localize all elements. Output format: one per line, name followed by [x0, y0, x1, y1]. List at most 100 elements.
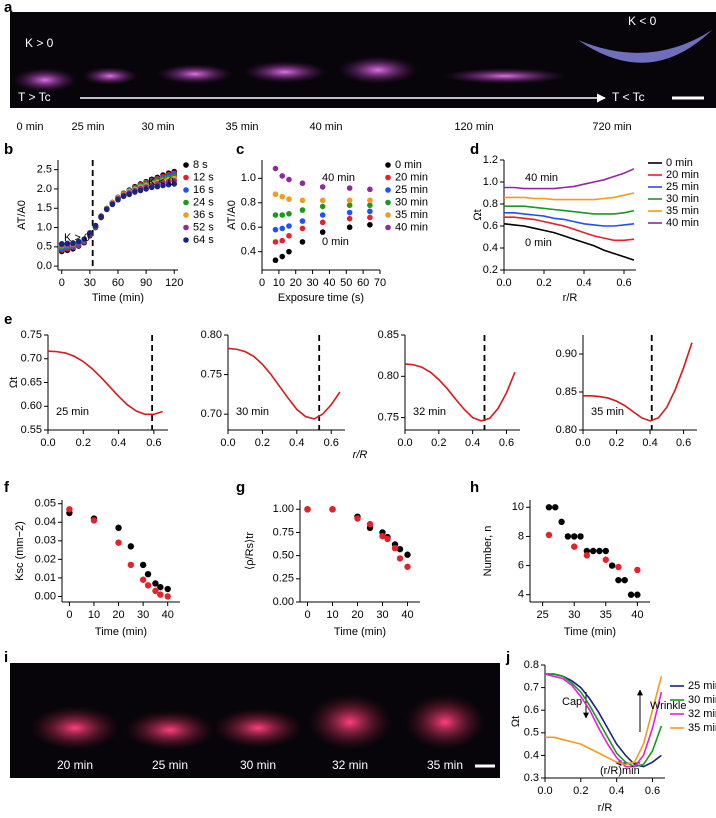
x-tick-label: 40 [162, 609, 174, 621]
point [286, 248, 292, 255]
legend-label: 30 min [666, 193, 699, 205]
time-label: 30 min [240, 758, 276, 772]
point [634, 591, 641, 598]
x-tick-label: 0.2 [609, 437, 624, 449]
panel-label: b [4, 141, 13, 158]
legend-label: 8 s [193, 159, 208, 171]
x-tick-label: 0 [59, 277, 65, 289]
y-axis-label: Ωt [472, 209, 484, 220]
point [299, 197, 306, 204]
drop [338, 56, 418, 84]
y-axis-label: Ωt [8, 377, 20, 388]
annotation: 40 min [525, 172, 558, 184]
x-tick-label: 10 [88, 609, 100, 621]
panel-label: i [4, 649, 8, 666]
line [545, 673, 663, 768]
point [391, 545, 399, 552]
drop [30, 706, 120, 750]
point [75, 238, 82, 245]
point [366, 520, 374, 528]
legend-marker [385, 212, 391, 218]
line [545, 676, 663, 766]
point [608, 562, 616, 569]
legend-label: 35 min [688, 722, 716, 734]
point [545, 531, 553, 539]
point [70, 240, 76, 246]
legend-marker [385, 187, 391, 193]
drop [82, 67, 138, 85]
y-tick-label: 0.2 [483, 264, 498, 276]
point [384, 535, 391, 543]
y-tick-label: 0.4 [241, 246, 256, 258]
annotation: K < 0 [148, 176, 174, 188]
point [564, 533, 572, 540]
legend-marker [183, 187, 189, 193]
line [504, 216, 635, 242]
annotation: K < 0 [628, 14, 657, 28]
x-tick-label: 30 [568, 609, 580, 621]
y-tick-label: 0.0 [37, 260, 52, 272]
y-tick-label: 0.05 [35, 498, 56, 510]
annotation: K > 0 [64, 232, 90, 244]
point [98, 213, 104, 220]
y-tick-label: 0.8 [524, 659, 539, 671]
y-tick-label: 0.75 [21, 329, 42, 341]
legend-label: 0 min [666, 157, 693, 169]
x-tick-label: 0.4 [111, 437, 126, 449]
legend-label: 35 min [395, 209, 428, 221]
point [132, 189, 138, 195]
x-tick-label: 0.0 [40, 437, 55, 449]
point [286, 210, 292, 217]
point [139, 561, 147, 569]
legend-label: 40 min [666, 217, 699, 229]
point [109, 201, 116, 208]
line [404, 363, 516, 422]
x-tick-label: 0.4 [289, 437, 304, 449]
x-tick-label: 0.0 [575, 437, 590, 449]
annotation: T > Tc [18, 90, 51, 104]
y-tick-label: 0.7 [524, 682, 539, 694]
y-tick-label: 0.55 [21, 424, 42, 436]
y-tick-label: 0.50 [273, 550, 294, 562]
x-tick-label: 30 [306, 277, 318, 289]
annotation: 25 min [56, 406, 89, 418]
point [171, 181, 178, 187]
point [571, 543, 578, 550]
point [621, 576, 628, 584]
y-tick-label: 0.70 [201, 408, 222, 420]
line [504, 168, 635, 190]
point [126, 191, 133, 198]
legend-marker [183, 199, 189, 206]
x-tick-label: 10 [273, 277, 285, 289]
y-axis-label: Number, n [482, 526, 494, 577]
point [346, 185, 353, 191]
y-tick-label: 0.3 [524, 772, 539, 784]
drop [578, 30, 712, 63]
time-label: 720 min [592, 121, 631, 133]
point [81, 236, 88, 242]
point [354, 515, 361, 522]
x-tick-label: 35 [600, 609, 612, 621]
y-tick-label: 0.75 [378, 412, 399, 424]
x-axis-label: Time (min) [92, 292, 144, 304]
point [144, 570, 152, 578]
point [279, 173, 286, 179]
point [367, 221, 373, 228]
x-tick-label: 0.2 [536, 277, 551, 289]
y-tick-label: 0.00 [273, 596, 294, 608]
point [279, 225, 286, 232]
point [571, 533, 578, 540]
y-tick-label: 1.0 [37, 221, 52, 233]
legend-marker [183, 162, 189, 168]
x-tick-label: 0.6 [499, 437, 514, 449]
point [272, 239, 279, 245]
point [346, 202, 353, 209]
x-tick-label: 10 [326, 609, 338, 621]
legend-marker [385, 199, 391, 206]
point [319, 212, 326, 218]
y-tick-label: 8 [518, 530, 524, 542]
y-axis-label: AT/A0 [226, 200, 238, 230]
point [115, 196, 121, 203]
x-tick-label: 0 [259, 277, 265, 289]
